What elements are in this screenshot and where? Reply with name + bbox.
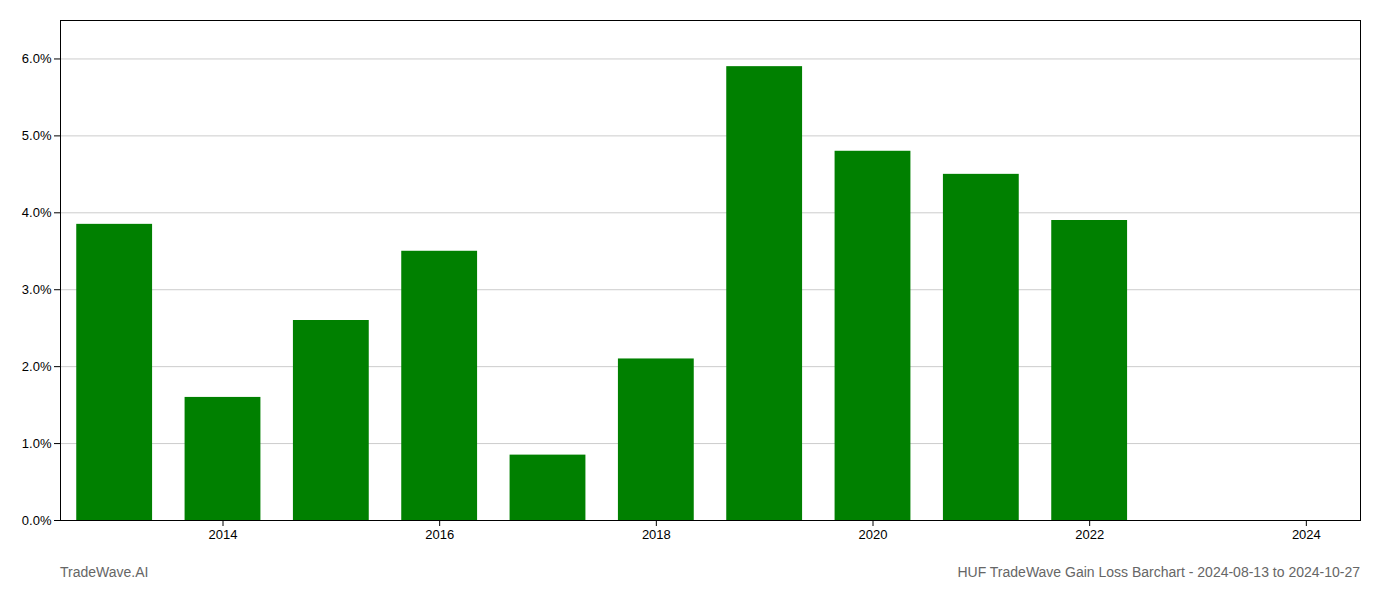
svg-text:2022: 2022 bbox=[1075, 527, 1104, 542]
svg-text:2.0%: 2.0% bbox=[22, 359, 52, 374]
svg-text:6.0%: 6.0% bbox=[22, 51, 52, 66]
svg-text:5.0%: 5.0% bbox=[22, 128, 52, 143]
svg-text:2024: 2024 bbox=[1292, 527, 1321, 542]
svg-text:2018: 2018 bbox=[642, 527, 671, 542]
svg-text:2016: 2016 bbox=[425, 527, 454, 542]
svg-text:0.0%: 0.0% bbox=[22, 513, 52, 528]
html-text:TradeWave.AI: TradeWave.AI bbox=[60, 564, 149, 580]
svg-text:4.0%: 4.0% bbox=[22, 205, 52, 220]
svg-text:1.0%: 1.0% bbox=[22, 436, 52, 451]
svg-text:2020: 2020 bbox=[859, 527, 888, 542]
svg-text:2014: 2014 bbox=[209, 527, 238, 542]
html-text:HUF TradeWave Gain Loss Barcha: HUF TradeWave Gain Loss Barchart - 2024-… bbox=[957, 564, 1360, 580]
svg-text:3.0%: 3.0% bbox=[22, 282, 52, 297]
